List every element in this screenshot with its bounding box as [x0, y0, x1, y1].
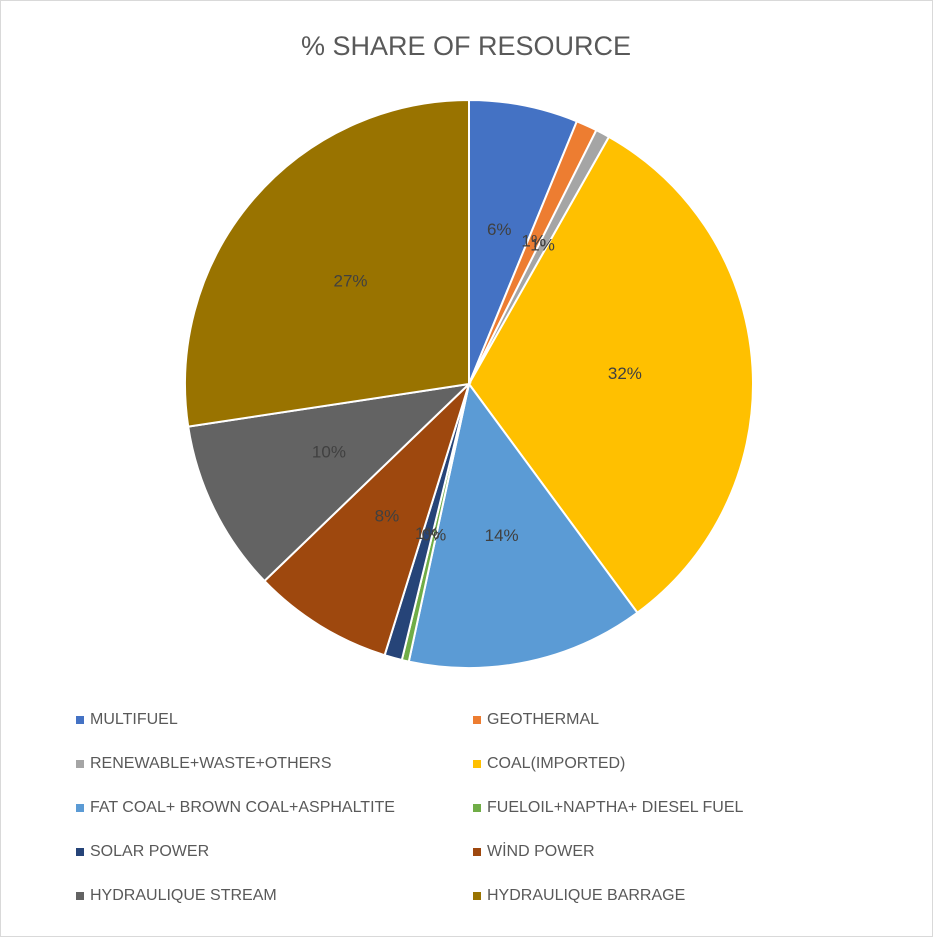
chart-title: % SHARE OF RESOURCE — [301, 31, 631, 61]
legend-swatch — [473, 892, 481, 900]
data-label: 6% — [487, 220, 512, 239]
legend-swatch — [76, 716, 84, 724]
legend-swatch — [76, 760, 84, 768]
data-label: 8% — [375, 506, 400, 525]
data-label: 14% — [485, 526, 519, 545]
pie-slice — [184, 98, 470, 428]
legend-swatch — [76, 804, 84, 812]
legend-label: HYDRAULIQUE STREAM — [90, 887, 277, 904]
data-label: 32% — [608, 364, 642, 383]
data-label: 10% — [312, 443, 346, 462]
legend-swatch — [473, 716, 481, 724]
data-label: 27% — [334, 272, 368, 291]
legend-swatch — [473, 848, 481, 856]
legend-label: FAT COAL+ BROWN COAL+ASPHALTITE — [90, 799, 395, 816]
legend-label: SOLAR POWER — [90, 843, 209, 860]
pie-slice — [187, 382, 472, 583]
legend-label: HYDRAULIQUE BARRAGE — [487, 887, 685, 904]
pie-slice — [263, 383, 470, 657]
data-label: 1% — [415, 524, 440, 543]
data-label: 0% — [422, 526, 447, 545]
legend-label: COAL(IMPORTED) — [487, 755, 625, 772]
legend-swatch — [473, 760, 481, 768]
data-label: 1% — [521, 231, 546, 250]
legend-label: FUELOIL+NAPTHA+ DIESEL FUEL — [487, 799, 743, 816]
legend-label: GEOTHERMAL — [487, 711, 599, 728]
legend-label: MULTIFUEL — [90, 711, 178, 728]
legend-swatch — [76, 892, 84, 900]
data-label: 1% — [530, 236, 555, 255]
legend-label: WİND POWER — [487, 841, 595, 860]
pie-slice — [407, 381, 639, 669]
legend-swatch — [473, 804, 481, 812]
legend-label: RENEWABLE+WASTE+OTHERS — [90, 755, 332, 772]
legend-swatch — [76, 848, 84, 856]
pie-slice — [467, 135, 754, 615]
